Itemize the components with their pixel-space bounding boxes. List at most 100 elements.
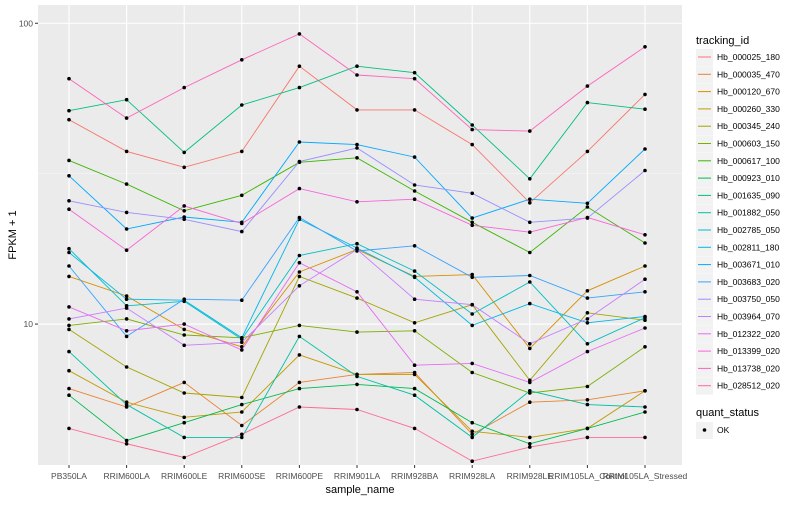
data-point: [528, 220, 532, 225]
data-point: [297, 215, 302, 220]
data-point: [297, 323, 302, 328]
data-point: [643, 264, 647, 268]
data-point: [412, 363, 417, 368]
data-point: [585, 311, 590, 315]
data-point: [470, 361, 475, 366]
legend-item-label: Hb_001635_090: [717, 190, 780, 200]
data-point: [124, 149, 129, 154]
data-point: [182, 204, 186, 208]
legend: tracking_id quant_status Hb_000025_180 Hb…: [696, 35, 780, 439]
legend-item-label: Hb_003671_010: [717, 260, 780, 270]
legend-item-label: Hb_000035_470: [717, 69, 780, 79]
data-point: [470, 302, 475, 307]
axis-layer: 10 100 PB350LA RRIM600LA RRIM600LE RRIM600SE R…: [19, 18, 688, 481]
series-Hb_012322_020: [67, 260, 647, 385]
data-point: [643, 277, 647, 282]
data-point: [355, 290, 359, 294]
data-point: [297, 260, 302, 265]
data-point: [585, 435, 590, 440]
x-tick-label: RRIM600PE: [276, 471, 324, 481]
data-point: [240, 193, 244, 198]
data-point: [585, 215, 590, 220]
x-tick-label: RRIM928LE: [507, 471, 554, 481]
data-point: [67, 174, 71, 178]
series-Hb_000923_010: [67, 382, 647, 446]
data-point: [470, 216, 475, 220]
data-point: [124, 438, 129, 443]
data-point: [412, 386, 417, 391]
data-point: [412, 372, 417, 377]
data-point: [297, 334, 302, 339]
data-point: [528, 250, 532, 255]
data-point: [67, 264, 71, 268]
data-point: [182, 435, 186, 440]
data-point: [528, 342, 532, 346]
data-point: [412, 76, 417, 81]
data-point: [528, 177, 532, 181]
legend-item-label: Hb_000260_330: [717, 104, 780, 114]
data-point: [182, 327, 186, 332]
legend-item-label: Hb_003964_070: [717, 312, 780, 322]
data-point: [585, 149, 590, 154]
data-point: [67, 426, 71, 431]
data-point: [67, 246, 71, 251]
data-point: [643, 314, 647, 319]
data-point: [240, 395, 244, 400]
data-point: [182, 420, 186, 425]
data-point: [585, 100, 590, 105]
series-Hb_013399_020: [67, 186, 647, 252]
data-point: [297, 284, 302, 288]
data-point: [470, 123, 475, 127]
data-point: [240, 423, 244, 428]
data-point: [528, 445, 532, 449]
shape-legend-title: quant_status: [696, 407, 759, 419]
shape-legend-key-point: [702, 428, 707, 432]
data-point: [182, 150, 186, 155]
data-point: [412, 321, 417, 325]
data-point: [585, 398, 590, 402]
data-point: [240, 103, 244, 107]
data-point: [412, 244, 417, 248]
series-Hb_028512_020: [67, 405, 647, 464]
data-point: [240, 435, 244, 440]
data-point: [240, 149, 244, 154]
data-point: [412, 275, 417, 280]
data-point: [528, 201, 532, 205]
data-point: [585, 321, 590, 325]
y-axis-title: FPKM + 1: [7, 210, 19, 259]
legend-item-label: Hb_000603_150: [717, 139, 780, 149]
data-point: [355, 296, 359, 300]
data-point: [355, 73, 359, 77]
data-point: [470, 272, 475, 277]
data-point: [297, 159, 302, 164]
data-point: [355, 374, 359, 379]
y-tick-label: 10: [24, 319, 34, 329]
x-tick-label: RRIM600LA: [103, 471, 150, 481]
x-tick-label: RRIM600SE: [218, 471, 266, 481]
data-point: [470, 275, 475, 280]
data-point: [240, 229, 244, 234]
plot-panel: [38, 5, 682, 465]
series-Hb_000345_240: [67, 274, 647, 400]
data-point: [182, 343, 186, 348]
data-point: [585, 402, 590, 407]
data-point: [297, 140, 302, 144]
data-point: [182, 333, 186, 337]
data-point: [124, 402, 129, 407]
data-point: [297, 64, 302, 68]
data-point: [470, 127, 475, 132]
data-point: [355, 146, 359, 150]
series-layer: [67, 32, 647, 464]
data-point: [240, 402, 244, 407]
data-point: [297, 186, 302, 191]
data-point: [470, 420, 475, 425]
data-point: [182, 380, 186, 385]
data-point: [67, 386, 71, 391]
x-tick-label: RRIM928BA: [391, 471, 439, 481]
data-point: [240, 58, 244, 62]
data-point: [528, 389, 532, 393]
data-point: [124, 210, 129, 215]
series-Hb_003964_070: [67, 247, 647, 348]
data-point: [124, 442, 129, 446]
data-point: [124, 306, 129, 310]
